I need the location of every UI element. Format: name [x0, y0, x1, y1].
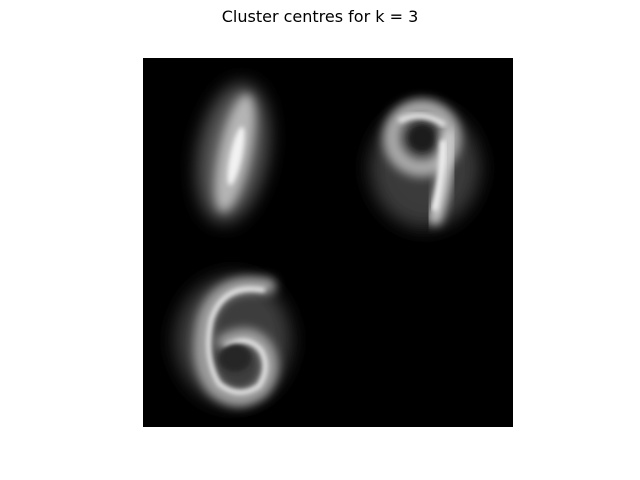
figure-title: Cluster centres for k = 3 — [221, 7, 419, 26]
cluster-centres-canvas — [143, 58, 513, 427]
cluster-centres-image — [143, 58, 513, 427]
centroid-digit-6 — [175, 276, 291, 407]
centroid-digit-9 — [370, 99, 480, 228]
centroid-digit-1 — [197, 83, 269, 223]
